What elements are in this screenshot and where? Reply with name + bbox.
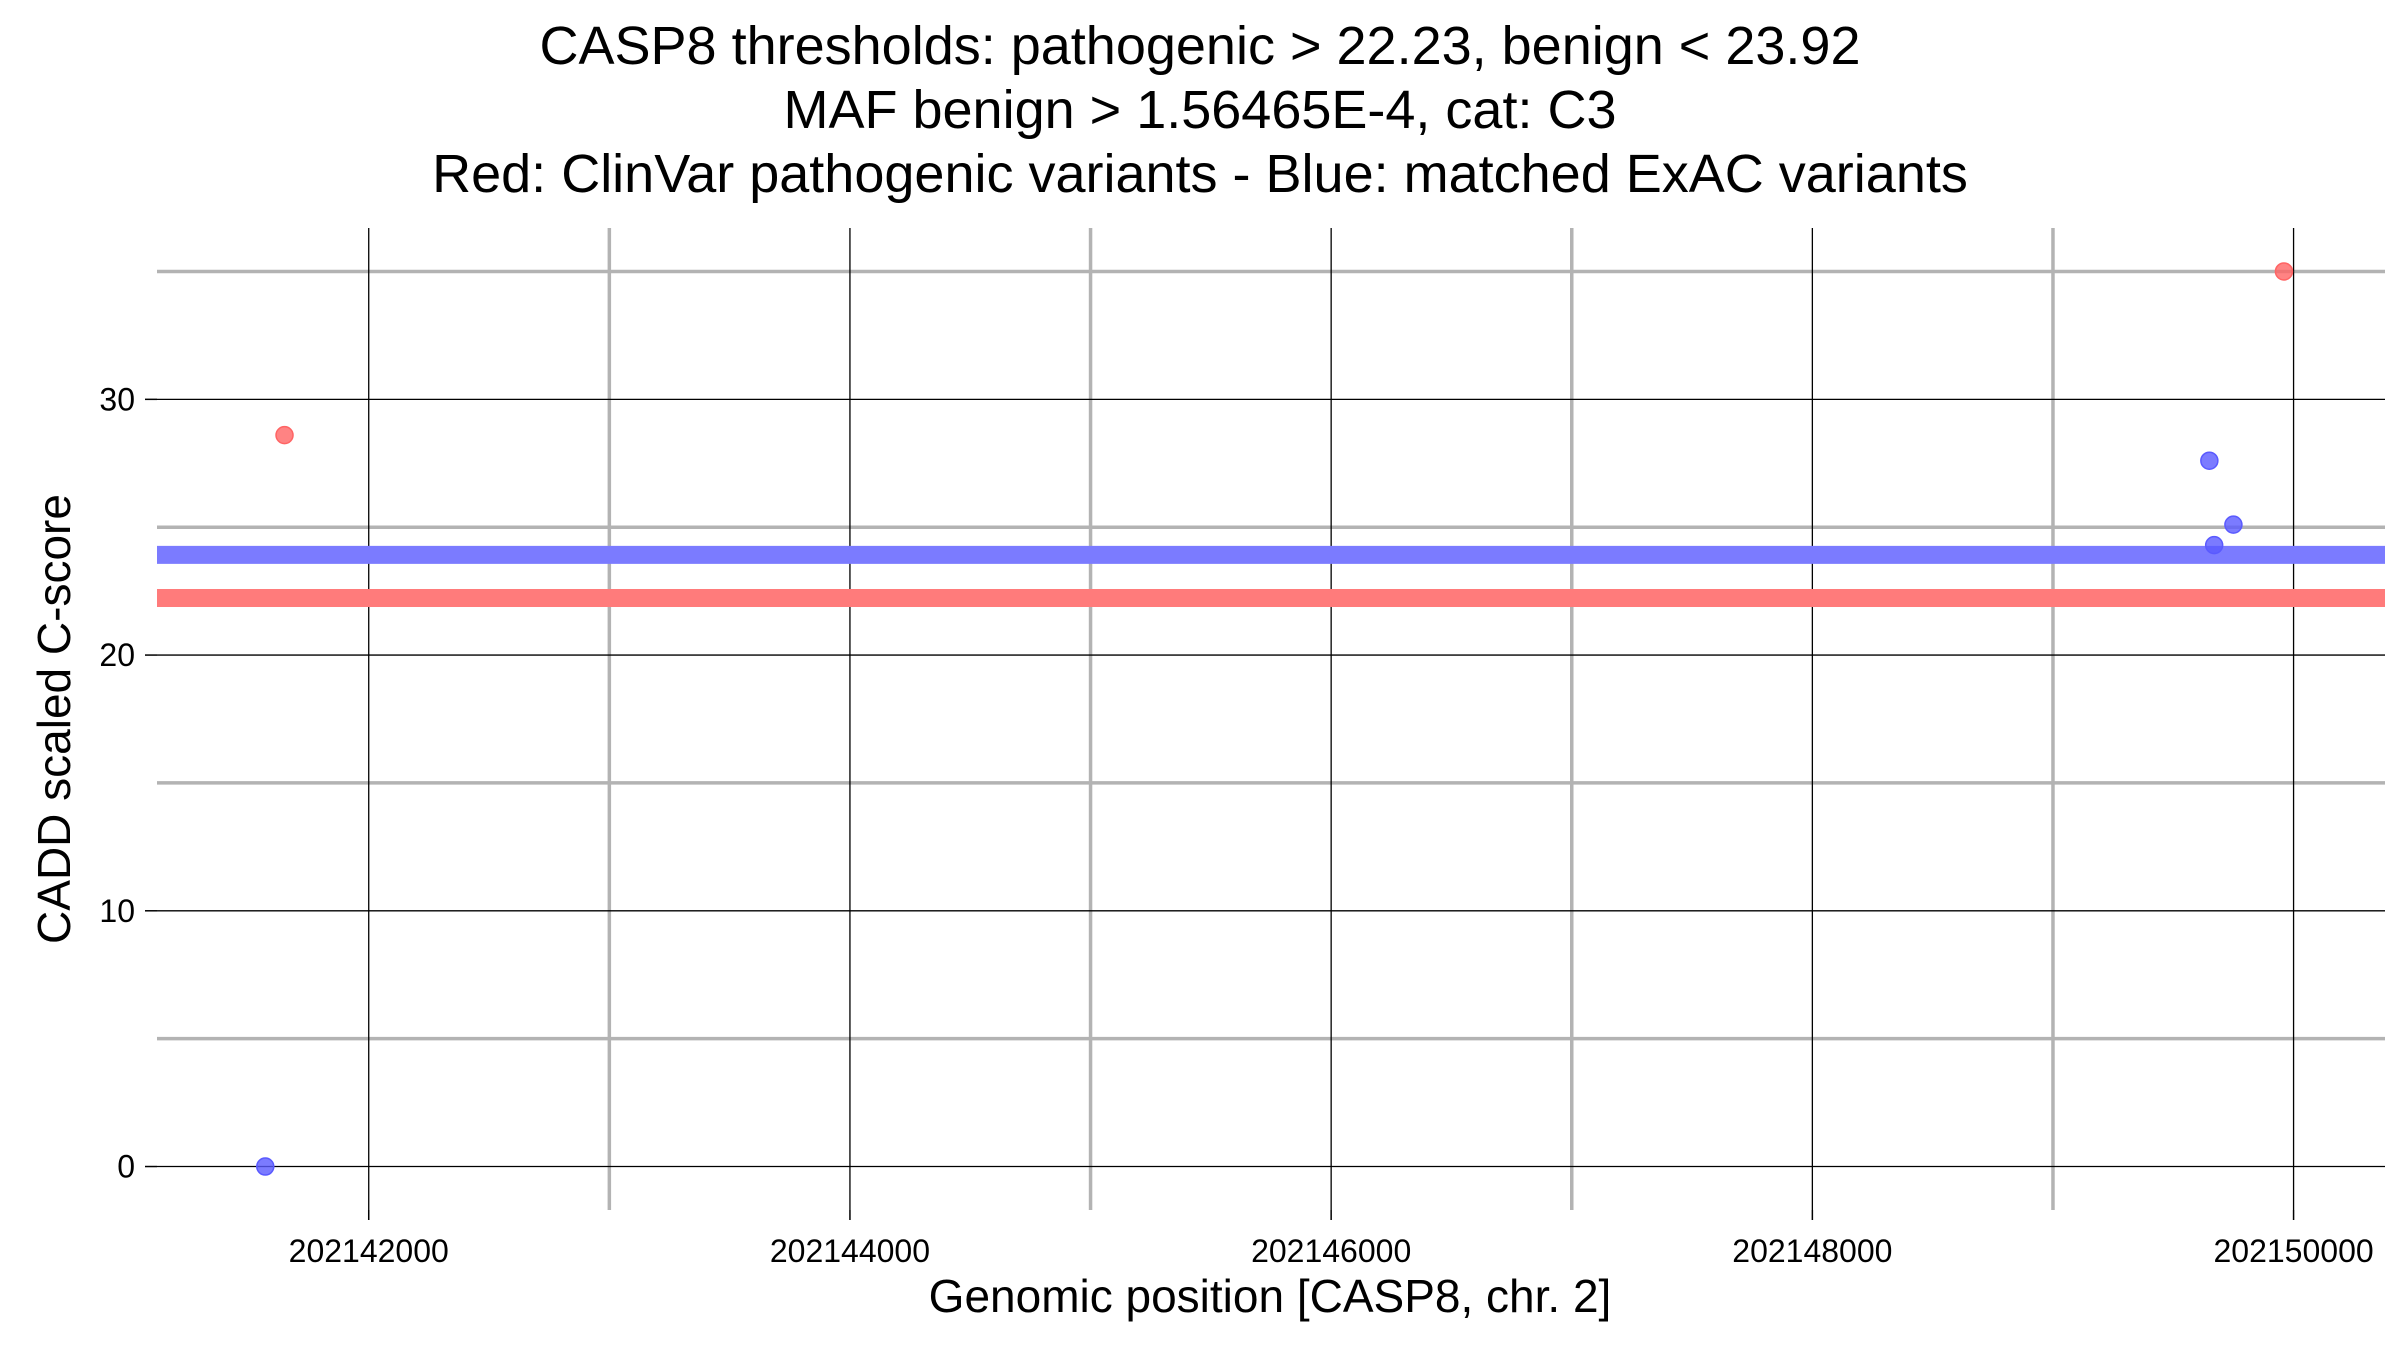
threshold-lines	[157, 545, 2385, 608]
data-point	[2224, 515, 2243, 534]
data-point	[275, 425, 294, 445]
y-tick-label: 20	[99, 637, 135, 673]
data-point	[256, 1157, 275, 1176]
grid	[157, 228, 2385, 1210]
chart-title-line-1: CASP8 thresholds: pathogenic > 22.23, be…	[539, 16, 1861, 76]
x-tick-label: 202142000	[289, 1233, 449, 1269]
x-tick-label: 202146000	[1251, 1233, 1411, 1269]
x-tick-label: 202148000	[1732, 1233, 1892, 1269]
y-tick-label: 10	[99, 893, 135, 929]
data-point	[2200, 451, 2219, 470]
chart-title: CASP8 thresholds: pathogenic > 22.23, be…	[0, 14, 2400, 206]
y-tick-label: 30	[99, 381, 135, 417]
data-points	[256, 262, 2294, 1176]
axes: 202142000 202144000 202146000 202148000 2021…	[99, 381, 2373, 1269]
chart-title-line-3: Red: ClinVar pathogenic variants - Blue:…	[432, 144, 1968, 204]
data-point	[2204, 535, 2224, 555]
x-tick-label: 202144000	[770, 1233, 930, 1269]
x-tick-label: 202150000	[2213, 1233, 2373, 1269]
chart-title-line-2: MAF benign > 1.56465E-4, cat: C3	[783, 80, 1617, 140]
y-axis-title: CADD scaled C-score	[28, 494, 80, 944]
y-tick-label: 0	[117, 1149, 135, 1185]
x-axis-title: Genomic position [CASP8, chr. 2]	[929, 1270, 1612, 1322]
data-point	[2274, 262, 2294, 281]
